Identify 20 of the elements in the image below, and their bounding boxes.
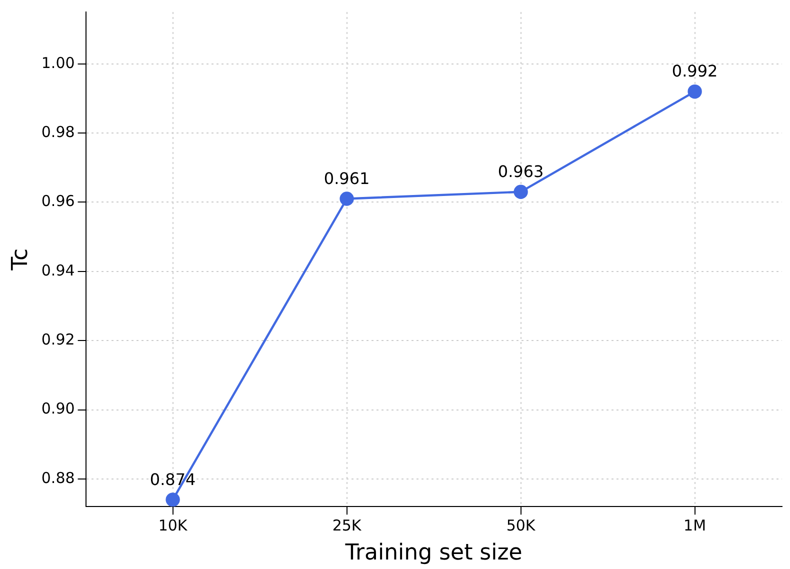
x-tick-label: 25K [332, 516, 362, 534]
point [166, 492, 180, 507]
y-tick-label: 0.90 [41, 400, 75, 418]
y-tick-label: 0.96 [41, 192, 75, 210]
y-axis-title: Tc [8, 248, 33, 272]
point [514, 184, 528, 199]
data-label: 0.992 [672, 62, 718, 81]
x-tick-label: 1M [684, 516, 706, 534]
x-tick-label: 10K [158, 516, 188, 534]
y-tick-label: 0.98 [41, 122, 75, 141]
point [340, 192, 354, 206]
x-tick-label: 50K [506, 516, 536, 534]
y-tick-label: 0.88 [41, 468, 75, 487]
y-tick-label: 0.92 [41, 330, 75, 348]
y-tick-label: 0.94 [41, 261, 75, 280]
data-label: 0.961 [324, 168, 370, 188]
data-label: 0.963 [498, 162, 544, 182]
point [688, 84, 702, 99]
x-axis-title: Training set size [344, 540, 522, 566]
y-tick-label: 1.00 [41, 54, 75, 72]
